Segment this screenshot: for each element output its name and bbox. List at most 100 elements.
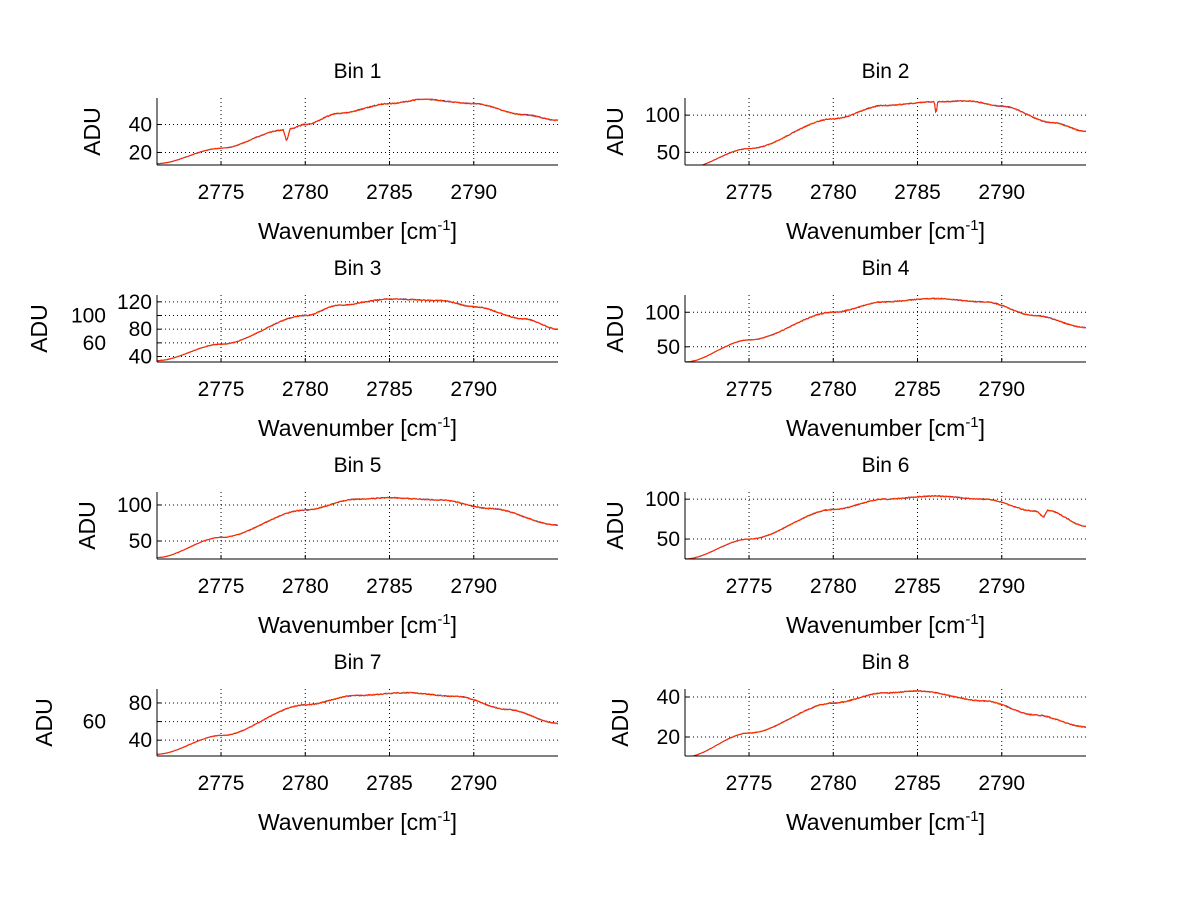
x-label-text: Wavenumber [cm: [258, 612, 437, 638]
x-tick-label: 2780: [810, 181, 857, 204]
y-axis-label: ADU: [26, 304, 52, 353]
subplot-8: 2775 2780 2785 2790 20 40 Bin 8 Wavenumber [cm-…: [607, 651, 1086, 835]
subplot-title: Bin 8: [862, 651, 910, 674]
series-3-line: [157, 98, 558, 165]
x-tick-label: 2790: [978, 772, 1025, 795]
x-label-text: Wavenumber [cm: [258, 415, 437, 441]
series-3-line: [685, 297, 1086, 362]
series-1-line: [689, 689, 1086, 756]
x-label-superscript: -1: [965, 217, 978, 234]
x-tick-label: 2790: [450, 575, 497, 598]
x-axis-label: Wavenumber [cm-1]: [258, 611, 457, 638]
subplot-2: 2775 2780 2785 2790 50 100 Bin 2 Wavenumber [cm…: [602, 60, 1086, 244]
x-tick-label: 2775: [198, 575, 245, 598]
x-label-superscript: -1: [965, 611, 978, 628]
x-label-text: Wavenumber [cm: [786, 218, 965, 244]
x-label-bracket: ]: [979, 218, 985, 244]
subplot-title: Bin 4: [862, 257, 910, 280]
x-tick-label: 2790: [978, 181, 1025, 204]
y-tick-label: 50: [129, 530, 152, 553]
series-3-line: [157, 496, 558, 559]
x-axis-label: Wavenumber [cm-1]: [786, 414, 985, 441]
series-3-line: [157, 691, 558, 755]
subplot-7: 2775 2780 2785 2790 40 60 80 Bin 7 Wavenumber [c…: [31, 651, 558, 835]
series-1-line: [157, 691, 558, 755]
x-tick-label: 2785: [366, 575, 413, 598]
y-tick-label: 40: [129, 729, 152, 752]
x-tick-label: 2775: [198, 181, 245, 204]
subplot-title: Bin 3: [334, 257, 382, 280]
x-label-bracket: ]: [451, 415, 457, 441]
x-tick-label: 2790: [450, 378, 497, 401]
y-tick-label: 20: [129, 141, 152, 164]
x-label-superscript: -1: [965, 414, 978, 431]
x-label-superscript: -1: [437, 611, 450, 628]
y-tick-label: 20: [657, 726, 680, 749]
x-label-bracket: ]: [451, 809, 457, 835]
x-tick-label: 2790: [450, 772, 497, 795]
y-tick-label: 100: [117, 494, 152, 517]
series-1-line: [685, 297, 1086, 362]
y-axis-label: ADU: [607, 698, 633, 747]
x-tick-label: 2785: [894, 575, 941, 598]
y-axis-label: ADU: [602, 304, 628, 353]
x-tick-label: 2775: [726, 181, 773, 204]
x-tick-label: 2790: [978, 378, 1025, 401]
y-tick-label: 80: [129, 692, 152, 715]
x-tick-label: 2785: [366, 181, 413, 204]
y-tick-label: 40: [129, 114, 152, 137]
x-tick-label: 2785: [366, 378, 413, 401]
x-label-text: Wavenumber [cm: [258, 809, 437, 835]
x-axis-label: Wavenumber [cm-1]: [258, 217, 457, 244]
subplot-4: 2775 2780 2785 2790 50 100 Bin 4 Wavenumber [cm…: [602, 257, 1086, 441]
y-tick-label: 50: [657, 336, 680, 359]
x-axis-label: Wavenumber [cm-1]: [786, 217, 985, 244]
series-2-line: [690, 689, 1086, 756]
x-axis-label: Wavenumber [cm-1]: [258, 808, 457, 835]
series-3-line: [689, 689, 1086, 756]
x-label-superscript: -1: [437, 414, 450, 431]
x-tick-label: 2790: [978, 575, 1025, 598]
series-1-line: [701, 100, 1086, 165]
series-2-line: [700, 99, 1086, 165]
y-tick-label: 100: [645, 488, 680, 511]
x-tick-label: 2785: [894, 772, 941, 795]
x-label-bracket: ]: [451, 218, 457, 244]
x-axis-label: Wavenumber [cm-1]: [786, 611, 985, 638]
x-label-bracket: ]: [451, 612, 457, 638]
x-label-text: Wavenumber [cm: [786, 612, 965, 638]
x-tick-label: 2775: [726, 575, 773, 598]
y-tick-label: 80: [129, 318, 152, 341]
subplot-3: 2775 2780 2785 2790 40 60 80 100 120 Bin 3 Wavenum…: [26, 257, 558, 441]
series-3-line: [701, 100, 1086, 165]
x-tick-label: 2780: [282, 575, 329, 598]
y-axis-label: ADU: [602, 501, 628, 550]
x-tick-label: 2790: [450, 181, 497, 204]
x-tick-label: 2780: [282, 378, 329, 401]
series-1-line: [685, 494, 1086, 559]
y-tick-label: 100: [645, 301, 680, 324]
x-label-text: Wavenumber [cm: [258, 218, 437, 244]
series-3-line: [685, 495, 1086, 559]
x-label-superscript: -1: [437, 217, 450, 234]
y-tick-label: 100: [71, 305, 106, 328]
x-tick-label: 2780: [810, 772, 857, 795]
y-tick-label: 60: [83, 711, 106, 734]
subplot-title: Bin 1: [334, 60, 382, 83]
x-label-superscript: -1: [437, 808, 450, 825]
x-tick-label: 2780: [282, 181, 329, 204]
y-axis-label: ADU: [31, 698, 57, 747]
y-tick-label: 50: [657, 141, 680, 164]
series-2-line: [685, 297, 1086, 362]
series-1-line: [157, 496, 558, 559]
y-tick-label: 50: [657, 528, 680, 551]
x-tick-label: 2775: [198, 772, 245, 795]
x-label-superscript: -1: [965, 808, 978, 825]
subplot-title: Bin 2: [862, 60, 910, 83]
y-axis-label: ADU: [602, 107, 628, 156]
x-tick-label: 2785: [366, 772, 413, 795]
y-tick-label: 120: [117, 291, 152, 314]
x-tick-label: 2775: [198, 378, 245, 401]
subplot-title: Bin 6: [862, 454, 910, 477]
